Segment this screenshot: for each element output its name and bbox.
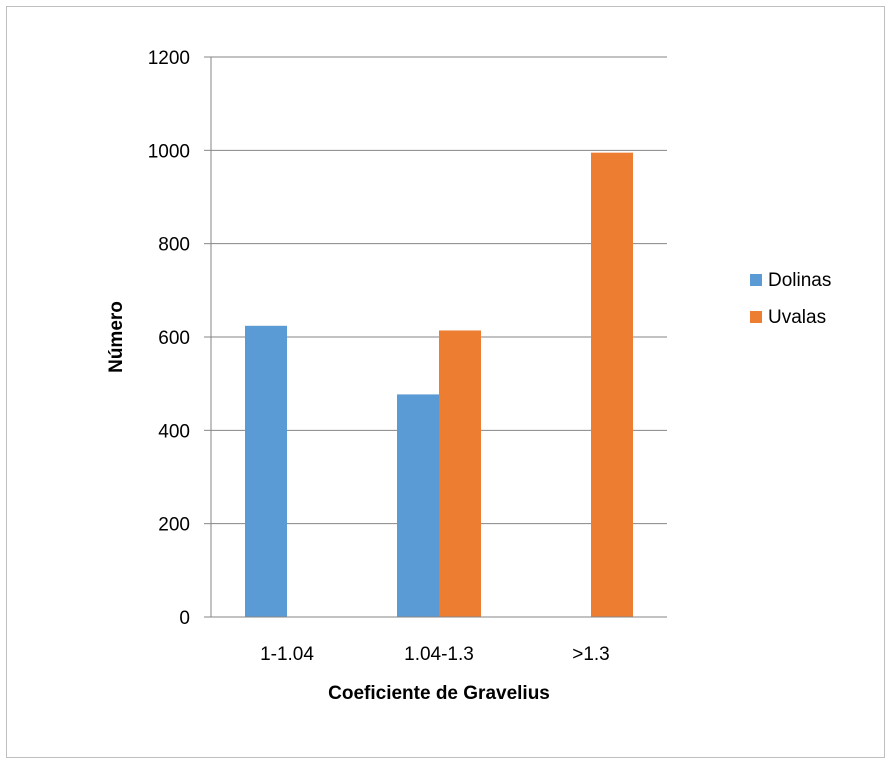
x-tick-label: 1.04-1.3 [404,644,474,665]
legend: Dolinas Uvalas [750,270,831,328]
x-tick-labels: 1-1.04 1.04-1.3 >1.3 [260,644,610,665]
y-tick-label: 600 [158,328,190,349]
y-tick-label: 800 [158,235,190,256]
legend-label-uvalas: Uvalas [768,307,826,328]
bar-uvalas-1 [439,330,481,617]
axes [204,57,667,618]
bar-uvalas-2 [591,152,633,617]
x-axis-title: Coeficiente de Gravelius [328,683,550,704]
bar-dolinas-1 [397,394,439,617]
legend-swatch-dolinas [750,274,762,286]
y-tick-label: 200 [158,515,190,536]
bars [245,152,633,617]
y-tick-label: 1000 [148,141,190,162]
bar-dolinas-0 [245,325,287,617]
x-tick-label: >1.3 [572,644,610,665]
y-tick-label: 0 [179,608,190,629]
y-axis-title: Número [106,301,127,373]
y-tick-label: 400 [158,421,190,442]
legend-swatch-uvalas [750,311,762,323]
x-tick-label: 1-1.04 [260,644,314,665]
legend-label-dolinas: Dolinas [768,270,831,291]
y-tick-label: 1200 [148,48,190,69]
y-tick-labels: 0 200 400 600 800 1000 1200 [148,48,190,629]
